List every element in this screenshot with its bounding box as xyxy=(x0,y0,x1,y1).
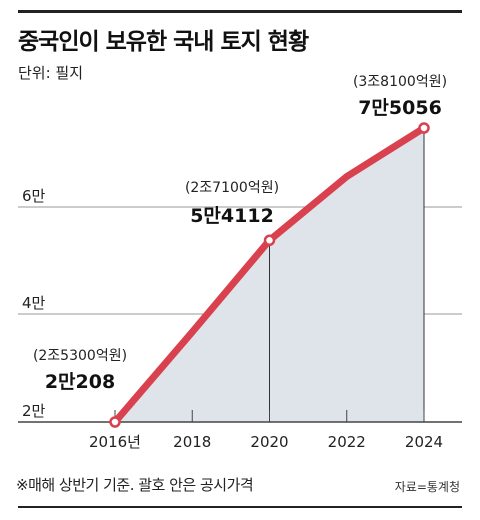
data-points xyxy=(109,122,430,428)
y-tick-label-1: 4만 xyxy=(22,294,46,312)
chart-title: 중국인이 보유한 국내 토지 현황 xyxy=(18,29,309,55)
annotation-lines xyxy=(269,128,425,422)
x-tick-label-2: 2020 xyxy=(250,433,288,451)
x-tick-label-1: 2018 xyxy=(173,433,211,451)
price-label-1: (2조7100억원) xyxy=(185,180,279,196)
bottom-rule xyxy=(18,506,462,508)
unit-label: 단위: 필지 xyxy=(18,64,84,82)
price-label-2: (3조8100억원) xyxy=(353,74,447,90)
x-ticks: 2016년 2018 2020 2022 2024 xyxy=(89,410,443,451)
value-label-1: 5만4112 xyxy=(190,205,274,227)
footnote: ※매해 상반기 기준. 괄호 안은 공시가격 xyxy=(16,476,254,494)
x-tick-label-0: 2016년 xyxy=(89,433,141,451)
value-label-2: 7만5056 xyxy=(358,97,442,119)
price-label-0: (2조5300억원) xyxy=(33,348,127,364)
x-tick-label-3: 2022 xyxy=(328,433,366,451)
x-tick-label-4: 2024 xyxy=(405,433,443,451)
top-rule xyxy=(18,10,462,13)
source-credit: 자료=통계청 xyxy=(394,480,460,494)
y-tick-label-0: 2만 xyxy=(22,402,46,420)
value-label-0: 2만208 xyxy=(45,371,115,393)
data-point-1 xyxy=(263,234,276,247)
labels: (2조5300억원) 2만208 (2조7100억원) 5만4112 (3조8100억원… xyxy=(33,74,447,393)
y-tick-label-2: 6만 xyxy=(22,187,46,205)
data-point-0 xyxy=(109,416,121,428)
data-point-2 xyxy=(418,122,430,134)
